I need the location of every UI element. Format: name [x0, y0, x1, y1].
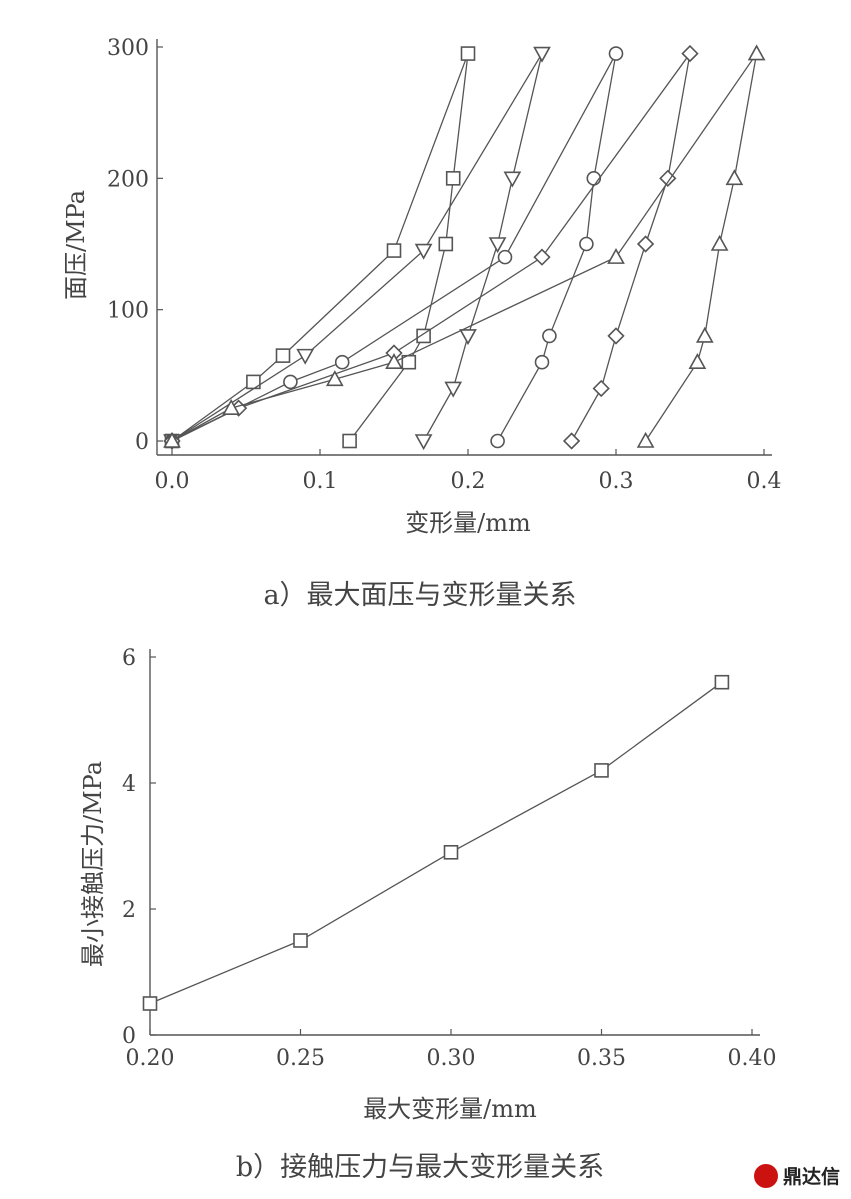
- chart-b-y-tick-label: 2: [122, 898, 136, 923]
- chart-a-series-triangle-down-line: [171, 53, 543, 442]
- chart-a-x-tick-label: 0.4: [747, 469, 782, 494]
- chart-a-point-circle: [586, 171, 602, 186]
- chart-b-x-tick-label: 0.30: [427, 1046, 476, 1071]
- chart-a-point-triangle-up: [325, 370, 344, 387]
- chart-a-point-triangle-up: [636, 431, 655, 448]
- chart-a-point-triangle-up: [163, 431, 181, 448]
- chart-a-point-square: [438, 236, 454, 252]
- watermark-logo-icon: [754, 1164, 778, 1188]
- chart-a-point-triangle-up: [695, 326, 714, 343]
- chart-a-point-triangle-down: [444, 381, 463, 398]
- chart-a-x-tick-label: 0.1: [303, 469, 338, 494]
- chart-a-point-circle: [497, 249, 513, 265]
- chart-a-point-diamond: [681, 44, 699, 63]
- chart-a-point-triangle-down: [296, 348, 315, 365]
- chart-a-point-triangle-up: [385, 353, 403, 370]
- chart-a-point-circle: [283, 374, 298, 390]
- chart-a-y-tick-label: 300: [107, 36, 149, 61]
- chart-a-point-diamond: [592, 379, 610, 398]
- watermark-logo-text: 鼎达信: [783, 1165, 840, 1188]
- chart-a-point-circle: [334, 354, 350, 370]
- chart-a-x-axis-title: 变形量/mm: [405, 509, 531, 537]
- chart-b-point-square: [142, 996, 158, 1011]
- chart-a-point-triangle-down: [533, 46, 551, 63]
- chart-a-point-circle: [608, 46, 624, 61]
- chart-a-point-square: [460, 46, 476, 61]
- chart-a-series-diamond-line: [171, 53, 691, 442]
- chart-b-caption: b）接触压力与最大变形量关系: [236, 1152, 604, 1183]
- chart-a-point-triangle-up: [688, 353, 707, 370]
- chart-a-point-square: [445, 171, 461, 186]
- chart-b-x-tick-label: 0.40: [728, 1046, 777, 1071]
- chart-b-contact-pressure-vs-max-deformation: 0.20 0.25 0.30 0.35 0.40 0 2 4 6 最大变形量/mm 最小接触压力…: [79, 646, 776, 1183]
- chart-a-point-circle: [534, 354, 550, 370]
- chart-b-x-tick-label: 0.25: [276, 1046, 325, 1071]
- chart-a-y-axis-title: 面压/MPa: [62, 190, 90, 300]
- chart-b-x-axis-title: 最大变形量/mm: [363, 1095, 537, 1123]
- chart-a-x-tick-label: 0.3: [599, 469, 634, 494]
- chart-b-y-tick-label: 0: [122, 1024, 136, 1049]
- chart-b-point-square: [714, 674, 730, 690]
- chart-a-point-circle: [542, 328, 557, 344]
- chart-a-point-triangle-up: [710, 234, 729, 251]
- chart-a-point-square: [416, 328, 431, 344]
- chart-b-point-square: [443, 844, 459, 860]
- chart-a-point-diamond: [607, 327, 625, 345]
- chart-a-x-tick-label: 0.0: [155, 469, 190, 494]
- chart-a-y-tick-label: 100: [107, 299, 149, 324]
- chart-a-plot-area: 0.0 0.1 0.2 0.3 0.4 0 100 200 300: [107, 36, 782, 494]
- chart-a-point-triangle-down: [503, 171, 522, 188]
- chart-b-point-square: [293, 933, 308, 948]
- chart-b-y-tick-label: 6: [122, 646, 136, 671]
- chart-a-point-diamond: [533, 248, 551, 266]
- chart-a-point-triangle-up: [747, 44, 766, 61]
- chart-a-point-diamond: [636, 235, 655, 253]
- chart-a-series-square-line: [171, 53, 469, 442]
- chart-b-x-tick-label: 0.20: [126, 1046, 175, 1071]
- chart-a-point-triangle-down: [414, 243, 433, 260]
- chart-a-point-diamond: [659, 169, 677, 187]
- chart-a-point-circle: [490, 433, 505, 449]
- chart-a-point-triangle-up: [607, 247, 625, 264]
- chart-a-point-triangle-down: [459, 329, 477, 346]
- chart-b-series-square-line: [149, 681, 723, 1005]
- chart-a-point-square: [275, 348, 291, 363]
- chart-b-y-axis-title: 最小接触压力/MPa: [79, 761, 107, 967]
- chart-a-point-diamond: [562, 432, 581, 450]
- chart-a-point-square: [342, 433, 357, 449]
- chart-a-caption: a）最大面压与变形量关系: [263, 580, 576, 611]
- chart-b-x-tick-label: 0.35: [577, 1046, 626, 1071]
- chart-a-point-square: [386, 243, 402, 258]
- watermark-logo: 鼎达信: [754, 1164, 840, 1188]
- chart-b-point-square: [594, 763, 609, 778]
- chart-a-point-triangle-up: [222, 399, 241, 415]
- chart-a-series-circle-line: [171, 53, 617, 442]
- chart-a-point-triangle-down: [488, 237, 507, 254]
- chart-a-y-tick-label: 0: [135, 430, 149, 455]
- chart-a-point-triangle-up: [725, 169, 744, 186]
- chart-a-point-triangle-down: [414, 434, 433, 451]
- chart-a-y-tick-label: 200: [107, 167, 149, 192]
- chart-b-y-tick-label: 4: [122, 772, 136, 797]
- chart-b-plot-area: 0.20 0.25 0.30 0.35 0.40 0 2 4 6: [122, 646, 776, 1071]
- chart-a-x-tick-label: 0.2: [451, 469, 486, 494]
- chart-a-point-circle: [579, 236, 594, 252]
